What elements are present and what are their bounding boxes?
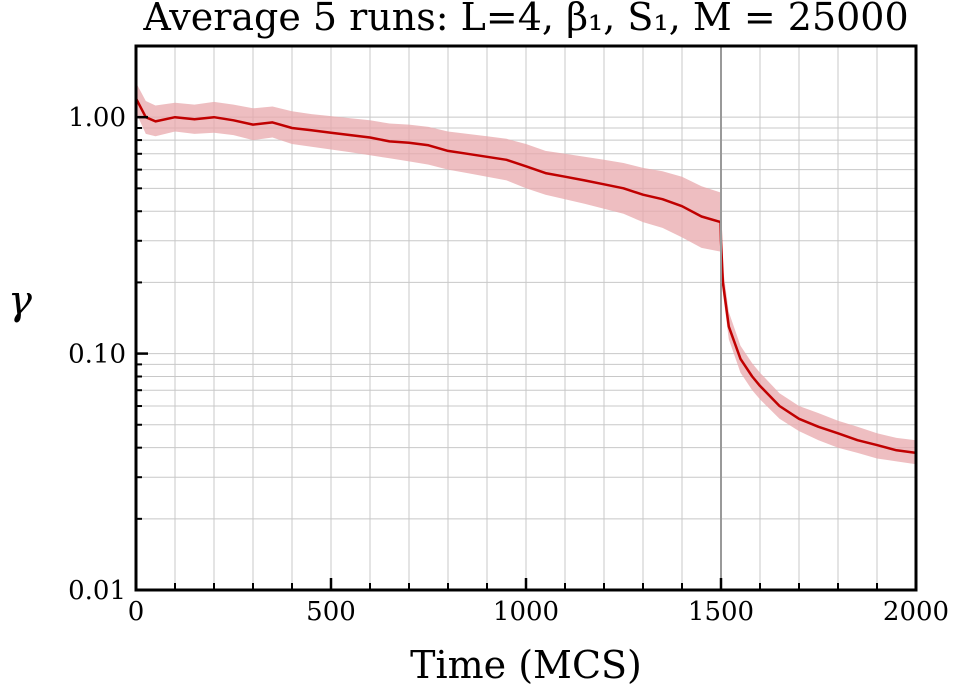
x-tick-label: 500 [306,597,356,627]
x-tick-label: 1500 [688,597,754,627]
y-tick-label: 1.00 [68,103,126,133]
series-line [134,97,917,455]
plot-area: 0 500 1000 1500 2000 0.01 0.10 1.00 [68,44,949,627]
x-tick-label: 2000 [883,597,949,627]
x-axis-label: Time (MCS) [410,643,642,687]
confidence-band [136,82,916,465]
x-tick-label: 0 [128,597,145,627]
chart-title: Average 5 runs: L=4, β₁, S₁, M = 25000 [142,0,908,39]
x-tick-label: 1000 [493,597,559,627]
y-axis-label: γ [8,278,32,324]
y-tick-label: 0.10 [68,340,126,370]
y-tick-label: 0.01 [68,576,126,606]
